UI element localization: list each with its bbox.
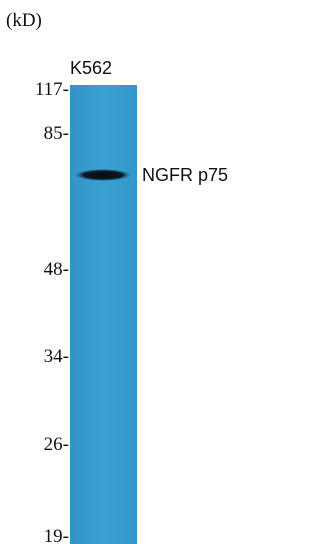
marker-label: 85- <box>44 123 69 144</box>
unit-label: (kD) <box>6 10 42 31</box>
lane-label: K562 <box>70 58 112 78</box>
marker-label: 34- <box>44 346 69 367</box>
marker-label: 19- <box>44 526 69 544</box>
lane <box>70 85 137 544</box>
band <box>75 169 131 181</box>
marker-label: 48- <box>44 259 69 280</box>
blot-figure: (kD) K562 NGFR p75 117- 85- 48- 34- 26- … <box>0 0 269 544</box>
band-label: NGFR p75 <box>142 165 228 185</box>
page: (kD) K562 NGFR p75 117- 85- 48- 34- 26- … <box>0 0 320 544</box>
marker-label: 26- <box>44 434 69 455</box>
marker-label: 117- <box>35 79 69 100</box>
